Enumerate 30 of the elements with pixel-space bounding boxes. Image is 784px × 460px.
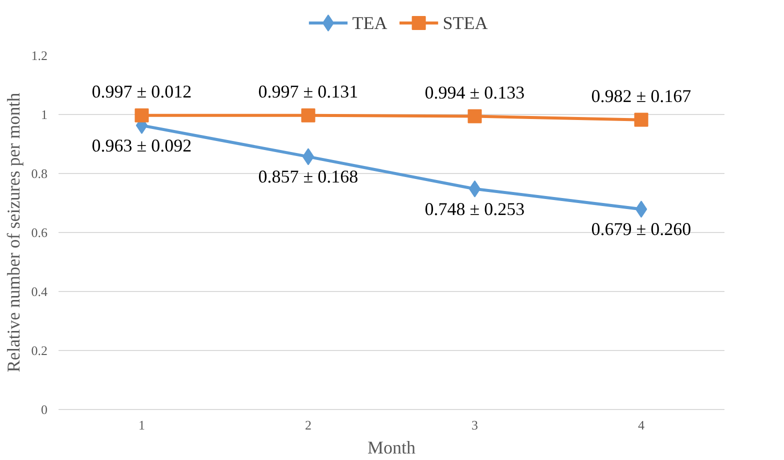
y-tick-label: 1 — [41, 107, 48, 122]
point — [302, 148, 314, 166]
y-tick-label: 0.8 — [31, 166, 48, 181]
legend-label: STEA — [442, 13, 488, 33]
x-tick-label: 1 — [138, 418, 145, 432]
data-label: 0.997 ± 0.012 — [92, 81, 192, 102]
y-tick-label: 1.2 — [31, 48, 48, 63]
point — [468, 109, 482, 124]
data-label: 0.997 ± 0.131 — [258, 81, 358, 102]
y-tick-label: 0.4 — [31, 284, 48, 299]
y-tick-label: 0.2 — [31, 343, 48, 358]
data-label: 0.994 ± 0.133 — [424, 82, 525, 102]
point — [635, 200, 648, 218]
y-axis-title: Relative number of seizures per month — [3, 92, 24, 372]
x-tick-label: 2 — [305, 418, 312, 432]
point — [634, 112, 648, 127]
data-label: 0.748 ± 0.253 — [424, 198, 525, 219]
y-tick-label: 0 — [41, 402, 48, 417]
data-label: 0.857 ± 0.168 — [258, 166, 358, 187]
data-label: 0.963 ± 0.092 — [92, 135, 192, 156]
legend-label: TEA — [352, 13, 388, 33]
point — [134, 108, 149, 122]
data-label: 0.679 ± 0.260 — [591, 219, 692, 240]
data-label: 0.982 ± 0.167 — [591, 86, 692, 106]
x-tick-label: 3 — [472, 418, 478, 432]
point — [301, 108, 316, 122]
x-tick-label: 4 — [638, 418, 645, 432]
y-tick-label: 0.6 — [31, 225, 48, 240]
x-axis-title: Month — [367, 438, 416, 458]
point — [468, 180, 481, 198]
